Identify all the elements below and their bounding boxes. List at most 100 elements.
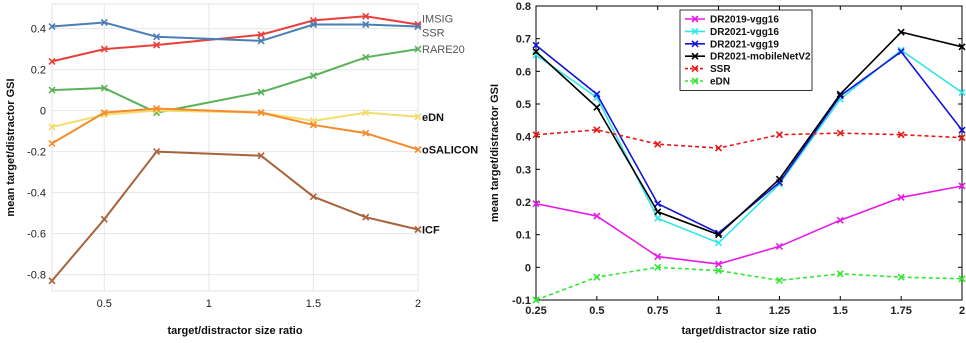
data-point — [414, 113, 422, 121]
series-line-edn — [535, 266, 963, 301]
series-label-rare20: RARE20 — [422, 44, 465, 56]
y-axis-label: mean target/distractor GSI — [5, 78, 17, 216]
legend-box — [679, 9, 813, 91]
data-point — [958, 182, 966, 190]
data-point — [100, 215, 108, 223]
data-point — [715, 229, 723, 237]
data-point — [153, 104, 161, 113]
legend-swatch-marker — [691, 65, 699, 73]
data-point — [958, 275, 966, 283]
y-tick-label: -0.1 — [512, 295, 531, 307]
x-tick-label: 1.25 — [769, 305, 790, 317]
data-point — [836, 90, 844, 98]
y-tick-label: -0.8 — [27, 270, 46, 282]
x-axis-ticks: 0.25 0.5 0.75 1 1.25 1.5 1.75 2 — [525, 6, 965, 317]
x-tick-label: 0.5 — [589, 305, 604, 317]
data-point — [309, 193, 317, 201]
legend-swatch-marker — [691, 40, 699, 48]
gridlines — [52, 4, 419, 291]
data-point — [654, 200, 662, 208]
data-point — [153, 148, 161, 156]
series-edn — [532, 263, 966, 304]
legend-swatch-marker — [691, 52, 699, 60]
data-point — [257, 37, 265, 45]
data-point — [775, 276, 783, 284]
data-point — [100, 18, 108, 27]
data-point — [532, 200, 540, 208]
data-point — [775, 175, 783, 183]
data-point — [715, 239, 723, 247]
legend-item-dr2021-mobilenetv2: DR2021-mobileNetV2 — [685, 52, 811, 63]
y-tick-label: 0.4 — [516, 132, 532, 144]
series-dr2021-mobilenetv2 — [532, 28, 966, 239]
data-point — [414, 145, 422, 154]
data-point — [897, 28, 905, 36]
left-chart-panel: 0.5 1 1.5 2 -0.8 -0.6 -0.4 -0.2 0 0.2 0.4 target/di… — [0, 0, 482, 343]
data-point — [48, 22, 56, 31]
y-axis-label: mean target/distractor GSI — [489, 84, 501, 222]
data-point — [257, 109, 265, 117]
data-point — [48, 86, 56, 94]
data-point — [593, 212, 601, 220]
left-line-chart: 0.5 1 1.5 2 -0.8 -0.6 -0.4 -0.2 0 0.2 0.4 target/di… — [5, 3, 478, 337]
y-tick-label: 0.2 — [31, 65, 46, 77]
data-point — [836, 270, 844, 278]
data-point — [715, 260, 723, 268]
y-tick-label: 0.1 — [516, 230, 531, 242]
y-tick-label: 0.7 — [516, 34, 531, 46]
data-point — [257, 88, 265, 96]
data-point — [715, 144, 723, 152]
data-point — [836, 129, 844, 137]
series-osalicon: oSALICON — [48, 104, 478, 157]
data-point — [958, 43, 966, 51]
data-point — [48, 277, 56, 285]
data-point — [958, 89, 966, 97]
series-label-ssr: SSR — [422, 28, 445, 40]
x-axis-ticks: 0.5 1 1.5 2 — [97, 298, 421, 310]
data-point — [715, 267, 723, 275]
legend-swatch-marker — [691, 27, 699, 35]
data-point — [153, 41, 161, 49]
data-point — [775, 242, 783, 250]
data-point — [897, 46, 905, 54]
series-label-imsig: IMSIG — [422, 14, 453, 26]
data-point — [414, 225, 422, 234]
data-point — [593, 90, 601, 98]
data-point — [532, 48, 540, 56]
data-point — [414, 45, 422, 53]
y-axis-ticks: -0.8 -0.6 -0.4 -0.2 0 0.2 0.4 — [27, 24, 46, 282]
x-axis-label: target/distractor size ratio — [681, 325, 816, 337]
data-point — [309, 121, 317, 129]
data-point — [958, 126, 966, 134]
data-point — [100, 45, 108, 53]
legend-label: DR2019-vgg16 — [710, 15, 779, 26]
data-point — [153, 33, 161, 41]
data-point — [654, 263, 662, 271]
data-point — [593, 126, 601, 134]
data-point — [100, 84, 108, 92]
series-ssr: SSR — [48, 18, 445, 45]
data-point — [362, 129, 370, 137]
series-label-icf: ICF — [422, 225, 440, 237]
x-tick-label: 1 — [716, 305, 722, 317]
series-ssr — [532, 126, 966, 152]
data-point — [897, 48, 905, 56]
data-point — [654, 208, 662, 216]
x-tick-label: 0.75 — [647, 305, 668, 317]
legend-item-edn: eDN — [685, 77, 730, 88]
plot-area — [535, 5, 963, 301]
data-point — [48, 57, 56, 65]
data-point — [100, 109, 108, 117]
x-tick-label: 1.5 — [306, 298, 321, 310]
y-tick-label: 0.6 — [516, 66, 531, 78]
legend-item-ssr: SSR — [685, 64, 731, 75]
legend-label: DR2021-vgg16 — [710, 27, 779, 38]
y-tick-label: -0.6 — [27, 229, 46, 241]
legend-label: eDN — [710, 77, 730, 88]
data-point — [362, 12, 370, 20]
data-point — [48, 139, 56, 147]
series-rare20: RARE20 — [48, 44, 465, 117]
x-tick-label: 2 — [959, 305, 965, 317]
data-point — [532, 296, 540, 304]
